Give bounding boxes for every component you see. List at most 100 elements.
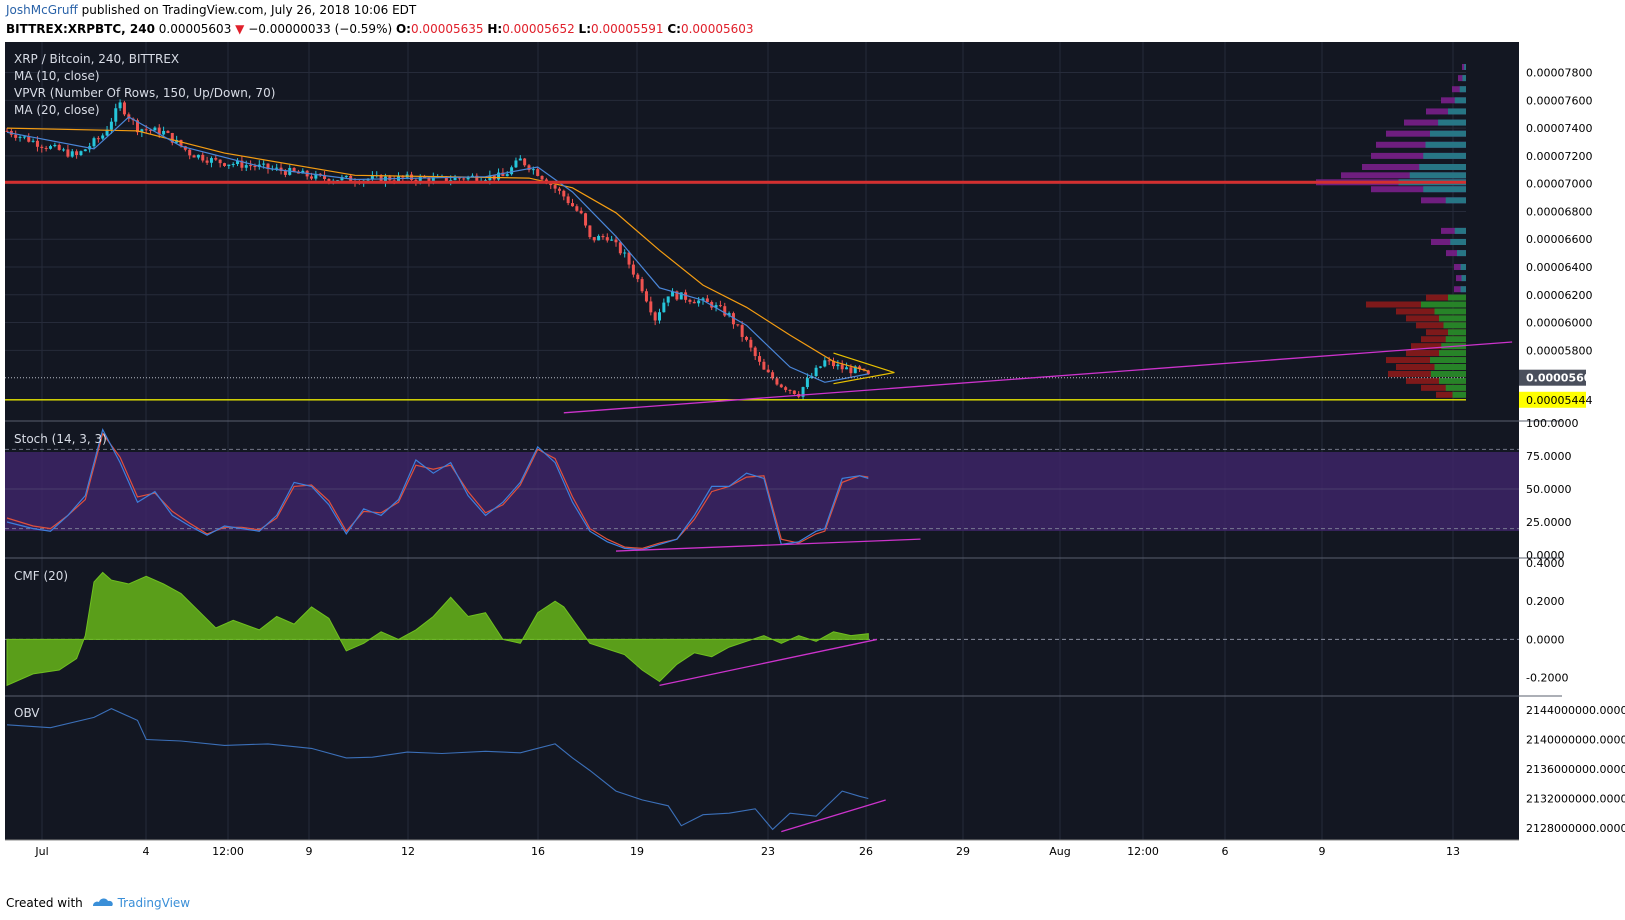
candle-body (540, 175, 544, 180)
author-link[interactable]: JoshMcGruff (6, 3, 78, 17)
candle-body (514, 160, 518, 168)
candle-body (153, 127, 157, 131)
volume-profile-bar-up (1430, 130, 1466, 137)
candle-body (149, 129, 153, 131)
candle-body (762, 361, 766, 370)
volume-profile-bar (1411, 343, 1466, 350)
candle-body (105, 129, 109, 136)
publication-header: JoshMcGruff published on TradingView.com… (6, 3, 416, 17)
volume-profile-bar-up (1445, 336, 1466, 343)
candle-body (705, 298, 709, 302)
legend-vpvr: VPVR (Number Of Rows, 150, Up/Down, 70) (14, 86, 275, 100)
candle-body (35, 140, 39, 147)
candle-body (214, 158, 218, 160)
plot-area[interactable] (5, 42, 1519, 840)
candle-body (779, 384, 783, 388)
candle-body (118, 102, 122, 109)
candle-body (457, 177, 461, 179)
candle-body (701, 298, 705, 301)
volume-profile-bar (1426, 329, 1466, 336)
candle-body (444, 176, 448, 182)
candle-body (166, 130, 170, 133)
volume-profile-bar-up (1443, 322, 1466, 329)
volume-profile-bar (1454, 264, 1466, 270)
support-trendline (563, 341, 1513, 414)
candle-body (327, 178, 331, 182)
volume-profile-bar-up (1452, 391, 1466, 398)
volume-profile-bar-up (1445, 197, 1466, 204)
candle-body (557, 188, 561, 191)
candle-body (727, 313, 731, 316)
tradingview-link[interactable]: TradingView (117, 896, 191, 910)
chart-title: XRP / Bitcoin, 240, BITTREX (14, 52, 179, 66)
obv-tick-label: 2140000000.0000 (1526, 734, 1625, 747)
volume-profile-bar-up (1409, 172, 1466, 179)
close-label: C: (667, 22, 681, 36)
open-label: O: (395, 22, 411, 36)
x-tick-label: Aug (1049, 845, 1070, 858)
candle-body (75, 151, 79, 156)
candle-body (784, 387, 788, 390)
candle-body (749, 339, 753, 348)
candle-body (253, 165, 257, 168)
stoch-tick-label: 0.0000 (1526, 549, 1565, 562)
candle-body (840, 364, 844, 370)
volume-profile-bar-up (1462, 75, 1466, 82)
candle-body (83, 149, 87, 152)
volume-profile-bar-up (1430, 357, 1466, 364)
volume-profile-bar (1371, 186, 1466, 193)
candle-body (610, 239, 614, 241)
volume-profile-bar (1421, 197, 1466, 204)
volume-profile-bar (1406, 377, 1466, 384)
y-tick-label: 0.00006000 (1526, 317, 1592, 330)
candle-body (618, 242, 622, 254)
candle-body (588, 225, 592, 238)
candle-body (49, 146, 52, 149)
down-arrow-icon: ▼ (235, 22, 245, 36)
candle-body (292, 167, 296, 172)
candle-body (771, 372, 775, 379)
obv-tick-label: 2128000000.0000 (1526, 822, 1625, 835)
candle-body (845, 367, 849, 370)
candle-body (70, 151, 74, 157)
candle-body (466, 176, 470, 180)
candle-body (44, 147, 48, 149)
volume-profile-bar (1396, 308, 1466, 315)
volume-profile-bar (1441, 97, 1466, 104)
candle-body (344, 175, 348, 177)
stoch-tick-label: 75.0000 (1526, 450, 1572, 463)
candle-body (562, 190, 566, 197)
x-tick-label: 23 (761, 845, 775, 858)
candle-body (79, 151, 83, 156)
candle-body (697, 300, 701, 304)
volume-profile-bar-up (1461, 275, 1466, 282)
candle-body (614, 239, 618, 243)
volume-profile-bar (1404, 119, 1466, 126)
y-tick-label: 0.00005800 (1526, 344, 1592, 357)
candle-body (575, 206, 579, 211)
x-tick-label: 29 (956, 845, 970, 858)
candle-body (736, 324, 740, 326)
legend-stoch: Stoch (14, 3, 3) (14, 432, 107, 446)
ma10-line (6, 116, 869, 383)
candle-body (866, 370, 870, 375)
candle-body (236, 160, 240, 165)
support-price-marker-label: 0.00005444 (1526, 394, 1592, 407)
cmf-area (6, 571, 869, 687)
chart-canvas[interactable]: 0.00007800 0.00007600 0.00007400 0.00007200… (0, 42, 1625, 885)
candle-body (427, 178, 431, 183)
obv-line (6, 707, 869, 831)
candle-body (497, 172, 501, 180)
stoch-band (5, 452, 1519, 531)
obv-tick-label: 2132000000.0000 (1526, 792, 1625, 805)
candle-body (753, 347, 757, 357)
stoch-k-line (6, 427, 869, 551)
candle-body (109, 121, 113, 130)
volume-profile-bar-up (1439, 350, 1466, 357)
cmf-tick-label: 0.4000 (1526, 557, 1565, 570)
volume-profile-bar (1456, 275, 1466, 282)
y-tick-label: 0.00006400 (1526, 261, 1592, 274)
open-value: 0.00005635 (410, 22, 484, 36)
volume-profile-bar (1421, 336, 1466, 343)
y-tick-label: 0.00007600 (1526, 94, 1592, 107)
